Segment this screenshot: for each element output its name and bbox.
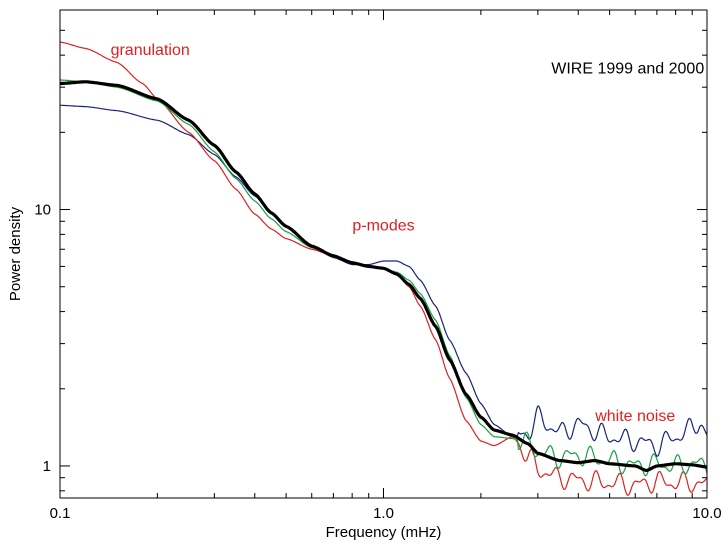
- annotation-1: granulation: [111, 42, 190, 59]
- x-tick-label: 0.1: [50, 505, 71, 522]
- x-tick-label: 1.0: [373, 505, 394, 522]
- x-tick-label: 10.0: [692, 505, 721, 522]
- annotation-3: white noise: [594, 408, 675, 425]
- y-tick-label: 10: [34, 202, 51, 219]
- annotation-4: WIRE 1999 and 2000: [551, 60, 704, 77]
- y-axis-label: Power density: [7, 206, 24, 301]
- series-line-1: [60, 104, 707, 457]
- series-line-4: [60, 80, 707, 472]
- annotation-2: p-modes: [352, 217, 414, 234]
- annotation-layer: granulation p-modes white noise WIRE 1999 a…: [111, 42, 705, 425]
- labels-layer: 0.1 1.0 10.0 1 10: [34, 202, 721, 522]
- series-layer: [60, 41, 707, 496]
- x-axis-label: Frequency (mHz): [326, 524, 442, 541]
- y-tick-label: 1: [43, 458, 51, 475]
- ticks-layer: [59, 9, 708, 498]
